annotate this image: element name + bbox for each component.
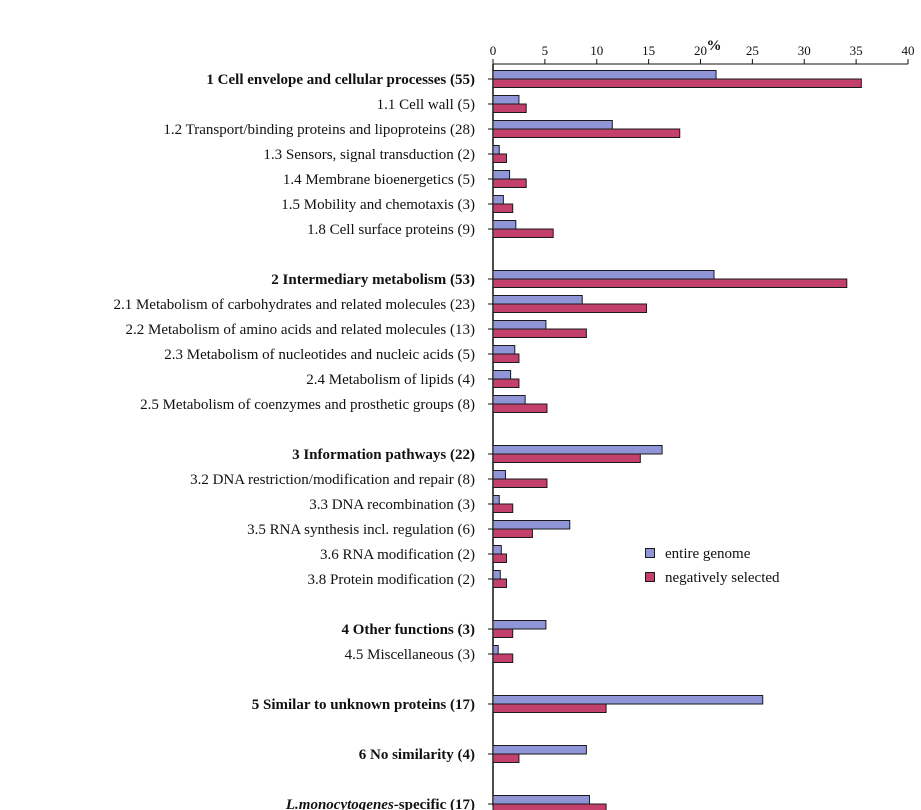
bar-entire-genome <box>492 95 520 105</box>
category-label: 1.4 Membrane bioenergetics (5) <box>283 172 475 188</box>
x-tick-label: 20 <box>694 43 707 58</box>
category-label: 2.2 Metabolism of amino acids and relate… <box>126 322 475 338</box>
category-label: 1.3 Sensors, signal transduction (2) <box>263 147 475 163</box>
bar-negatively-selected <box>492 578 507 588</box>
bar-negatively-selected <box>492 453 641 463</box>
bar-negatively-selected <box>492 528 533 538</box>
bar-entire-genome <box>492 220 517 230</box>
bar-entire-genome <box>492 495 500 505</box>
bar-entire-genome <box>492 645 499 655</box>
bar-negatively-selected <box>492 803 607 810</box>
x-tick-label: 0 <box>490 43 497 58</box>
bar-entire-genome <box>492 470 506 480</box>
bar-negatively-selected <box>492 153 507 163</box>
bar-entire-genome <box>492 395 526 405</box>
bar-negatively-selected <box>492 628 514 638</box>
bar-negatively-selected <box>492 353 520 363</box>
bar-entire-genome <box>492 620 547 630</box>
bar-entire-genome <box>492 745 587 755</box>
bar-negatively-selected <box>492 228 554 238</box>
category-label: 3 Information pathways (22) <box>292 447 475 463</box>
category-label: 2 Intermediary metabolism (53) <box>271 272 475 288</box>
bar-entire-genome <box>492 345 516 355</box>
bar-entire-genome <box>492 545 502 555</box>
x-tick-label: 40 <box>902 43 915 58</box>
category-label: 1 Cell envelope and cellular processes (… <box>206 72 475 88</box>
bar-entire-genome <box>492 520 571 530</box>
bar-entire-genome <box>492 320 547 330</box>
bar-negatively-selected <box>492 328 587 338</box>
category-label: 1.2 Transport/binding proteins and lipop… <box>163 122 475 138</box>
category-label: 4 Other functions (3) <box>342 622 475 638</box>
bar-negatively-selected <box>492 78 862 88</box>
legend-swatch <box>645 548 655 558</box>
bar-negatively-selected <box>492 478 548 488</box>
x-tick-label: 10 <box>590 43 603 58</box>
category-label: 5 Similar to unknown proteins (17) <box>252 697 475 713</box>
bar-entire-genome <box>492 270 715 280</box>
bar-negatively-selected <box>492 178 527 188</box>
bar-negatively-selected <box>492 503 514 513</box>
category-label: 3.3 DNA recombination (3) <box>309 497 475 513</box>
category-labels: 1 Cell envelope and cellular processes (… <box>113 72 475 810</box>
bar-entire-genome <box>492 295 583 305</box>
bar-entire-genome <box>492 570 501 580</box>
legend-swatch <box>645 572 655 582</box>
category-label: 2.5 Metabolism of coenzymes and prosthet… <box>140 397 475 413</box>
bar-negatively-selected <box>492 103 527 113</box>
bars <box>492 70 862 810</box>
bar-negatively-selected <box>492 128 681 138</box>
bar-entire-genome <box>492 120 613 130</box>
category-label: 1.1 Cell wall (5) <box>377 97 475 113</box>
x-axis-title: % <box>707 38 722 54</box>
category-label: 6 No similarity (4) <box>359 747 475 763</box>
bar-entire-genome <box>492 695 764 705</box>
bar-negatively-selected <box>492 303 648 313</box>
bar-entire-genome <box>492 445 663 455</box>
bar-negatively-selected <box>492 403 548 413</box>
category-label: 1.5 Mobility and chemotaxis (3) <box>281 197 475 213</box>
x-tick-label: 5 <box>542 43 549 58</box>
bar-entire-genome <box>492 170 511 180</box>
bar-negatively-selected <box>492 278 848 288</box>
category-label: 2.1 Metabolism of carbohydrates and rela… <box>113 297 475 313</box>
legend-label: negatively selected <box>665 570 780 586</box>
bar-entire-genome <box>492 70 717 80</box>
bar-entire-genome <box>492 370 512 380</box>
legend-label: entire genome <box>665 546 751 562</box>
category-label: L.monocytogenes-specific (17) <box>285 797 475 810</box>
bar-entire-genome <box>492 795 590 805</box>
bar-negatively-selected <box>492 703 607 713</box>
bar-negatively-selected <box>492 553 507 563</box>
category-label: 3.5 RNA synthesis incl. regulation (6) <box>247 522 475 538</box>
category-label: 1.8 Cell surface proteins (9) <box>307 222 475 238</box>
category-label: 2.3 Metabolism of nucleotides and nuclei… <box>164 347 475 363</box>
x-tick-label: 25 <box>746 43 759 58</box>
category-label: 3.6 RNA modification (2) <box>320 547 475 563</box>
x-axis: % 0 5 10 15 20 25 30 35 40 <box>488 38 915 806</box>
bar-negatively-selected <box>492 753 520 763</box>
bar-negatively-selected <box>492 653 514 663</box>
category-label-italic: L.monocytogenes <box>285 797 394 810</box>
legend: entire genome negatively selected <box>645 546 780 586</box>
category-label-rest: -specific (17) <box>394 797 475 810</box>
category-label: 3.2 DNA restriction/modification and rep… <box>190 472 475 488</box>
x-tick-label: 15 <box>642 43 655 58</box>
bar-entire-genome <box>492 195 504 205</box>
category-label: 4.5 Miscellaneous (3) <box>345 647 475 663</box>
bar-negatively-selected <box>492 203 514 213</box>
x-tick-label: 30 <box>798 43 811 58</box>
category-label: 3.8 Protein modification (2) <box>308 572 475 588</box>
bar-entire-genome <box>492 145 500 155</box>
x-tick-label: 35 <box>850 43 863 58</box>
category-label: 2.4 Metabolism of lipids (4) <box>306 372 475 388</box>
bar-negatively-selected <box>492 378 520 388</box>
